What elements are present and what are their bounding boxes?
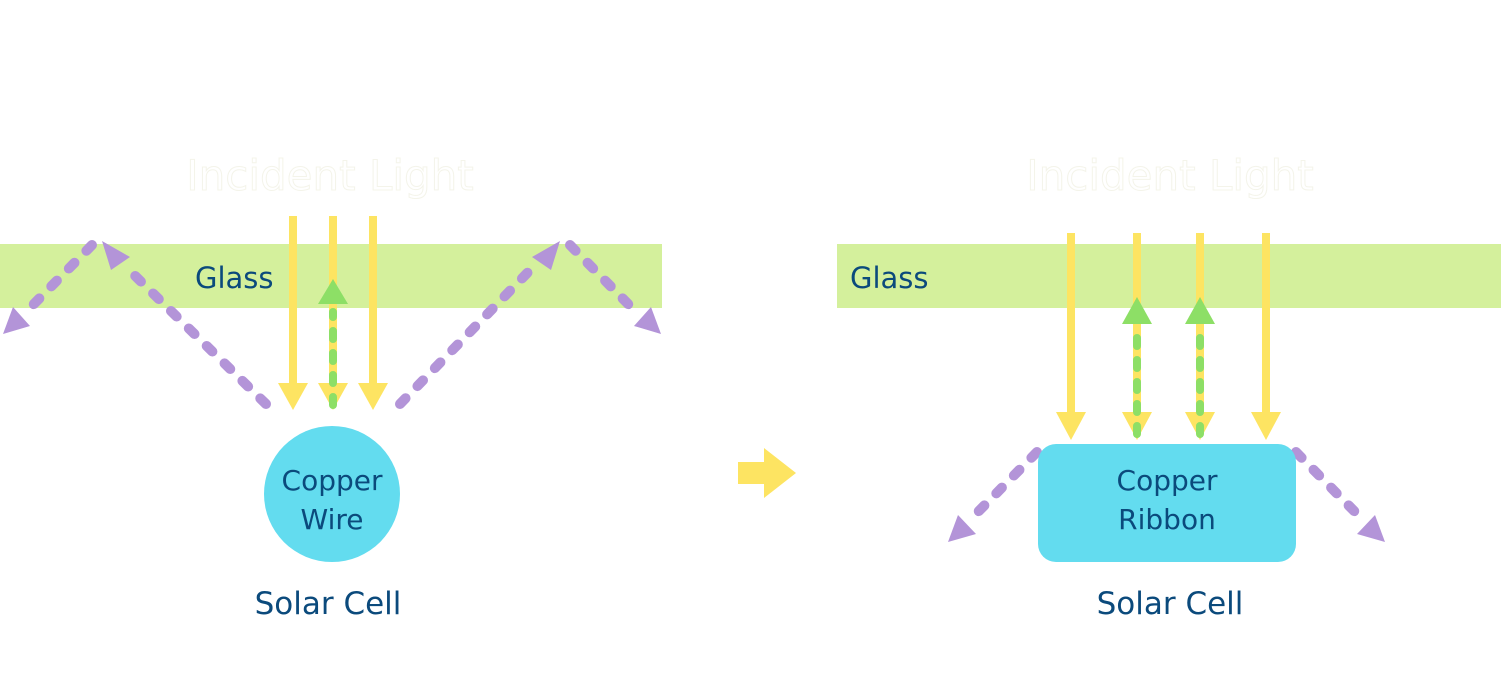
arrow-head (1122, 297, 1152, 324)
left-panel: Incident Light Glass Coppe (0, 151, 662, 622)
copper-wire (264, 426, 400, 562)
arrow-head (1185, 297, 1215, 324)
reflected-back-rays (1122, 297, 1215, 438)
reflected-back-ray (318, 279, 348, 409)
conductor-label: Copper (1117, 464, 1218, 497)
solar-cell-label: Solar Cell (1097, 586, 1244, 622)
conductor-label: Wire (301, 503, 364, 536)
glass-label: Glass (850, 261, 929, 295)
arrow-head (278, 383, 308, 410)
arrow-head (358, 383, 388, 410)
arrow-head (1251, 412, 1281, 440)
arrow-head (532, 241, 560, 270)
arrow-head (3, 307, 30, 334)
glass-layer (837, 244, 1501, 308)
arrow-head (102, 241, 130, 270)
glass-label: Glass (195, 261, 274, 295)
incident-light-label: Incident Light (186, 151, 474, 200)
incident-light-label: Incident Light (1026, 151, 1314, 200)
dashed-ray (395, 260, 540, 409)
arrow-head (634, 307, 661, 334)
right-arrow-icon (738, 448, 796, 498)
dashed-ray (119, 260, 271, 409)
dashed-ray (967, 447, 1042, 523)
arrow-head (1357, 515, 1385, 542)
dashed-ray (565, 240, 641, 317)
copper-ribbon (1038, 444, 1296, 562)
redirected-rays (21, 240, 641, 409)
arrow-head (318, 279, 348, 304)
conductor-label: Ribbon (1118, 503, 1216, 536)
arrow-head (948, 515, 976, 542)
dashed-ray (1291, 447, 1366, 523)
arrow-head (1056, 412, 1086, 440)
right-panel: Incident Light Glass Coppe (837, 151, 1501, 622)
redirected-rays (967, 447, 1366, 523)
dashed-ray (21, 240, 97, 317)
conductor-label: Copper (282, 464, 383, 497)
solar-cell-label: Solar Cell (255, 586, 402, 622)
